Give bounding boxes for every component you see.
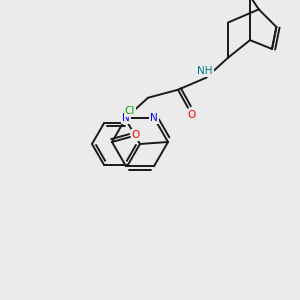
Text: NH: NH [197, 66, 213, 76]
Text: N: N [150, 113, 158, 123]
Text: Cl: Cl [125, 106, 135, 116]
Text: N: N [122, 113, 130, 123]
Text: O: O [132, 130, 140, 140]
Text: O: O [188, 110, 196, 120]
